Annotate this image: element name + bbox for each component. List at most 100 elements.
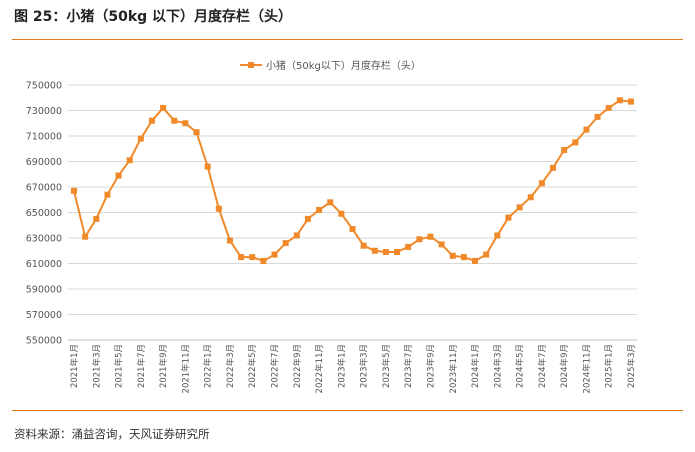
- data-point: [304, 215, 311, 222]
- data-point: [438, 241, 445, 248]
- data-point: [182, 120, 189, 127]
- x-axis: 2021年1月 2021年3月 2021年5月 2021年7月 2021年9月 2021年…: [68, 339, 637, 393]
- data-point: [160, 104, 167, 111]
- x-tick-label: 2022年1月: [203, 344, 214, 388]
- data-point: [148, 117, 155, 124]
- data-point: [360, 242, 367, 249]
- data-point: [594, 113, 601, 120]
- data-point: [505, 214, 512, 221]
- y-tick-label: 650000: [26, 208, 62, 219]
- data-point: [405, 243, 412, 250]
- data-point: [226, 237, 233, 244]
- x-tick-label: 2024年1月: [470, 344, 481, 388]
- x-tick-label: 2024年5月: [515, 344, 526, 388]
- y-tick-label: 670000: [26, 183, 62, 194]
- x-tick-label: 2023年5月: [381, 344, 392, 388]
- data-point: [483, 251, 490, 258]
- data-point: [561, 147, 568, 154]
- y-axis: 750000 730000 710000 690000 670000 650000 6300…: [26, 81, 62, 347]
- data-point: [316, 206, 323, 213]
- x-tick-label: 2021年9月: [158, 344, 169, 388]
- data-point: [137, 135, 144, 142]
- data-point: [193, 129, 200, 136]
- x-tick-label: 2021年3月: [91, 344, 102, 388]
- data-point: [349, 226, 356, 233]
- data-point: [583, 126, 590, 133]
- data-point: [93, 215, 100, 222]
- data-point: [71, 187, 77, 194]
- x-tick-label: 2022年3月: [225, 344, 236, 388]
- x-tick-label: 2021年11月: [180, 344, 191, 393]
- figure-title: 图 25：小猪（50kg 以下）月度存栏（头）: [14, 9, 293, 25]
- x-tick-label: 2024年3月: [492, 344, 503, 388]
- data-point: [371, 247, 378, 254]
- y-tick-label: 570000: [26, 310, 62, 321]
- data-point: [382, 249, 389, 256]
- data-point: [82, 233, 89, 240]
- data-point: [204, 163, 211, 170]
- x-tick-label: 2021年5月: [114, 344, 125, 388]
- data-point: [115, 172, 122, 179]
- data-point: [282, 240, 289, 247]
- data-point: [126, 157, 133, 164]
- data-point: [494, 232, 501, 239]
- y-tick-label: 690000: [26, 157, 62, 168]
- y-tick-label: 730000: [26, 106, 62, 117]
- data-point: [249, 254, 256, 261]
- y-tick-label: 750000: [26, 81, 62, 92]
- x-tick-label: 2024年7月: [537, 344, 548, 388]
- data-point: [572, 139, 579, 146]
- data-point: [605, 104, 612, 111]
- y-tick-label: 710000: [26, 132, 62, 143]
- data-point: [338, 210, 345, 217]
- x-tick-label: 2023年11月: [448, 344, 459, 393]
- data-point: [472, 257, 479, 264]
- data-point: [460, 254, 467, 261]
- data-point: [628, 98, 634, 105]
- data-point: [104, 191, 111, 198]
- data-point: [260, 257, 267, 264]
- data-point: [394, 249, 401, 256]
- data-point: [427, 233, 434, 240]
- x-tick-label: 2023年9月: [425, 344, 436, 388]
- data-point: [449, 252, 456, 259]
- x-tick-label: 2025年1月: [604, 344, 615, 388]
- y-tick-label: 630000: [26, 234, 62, 245]
- x-tick-label: 2021年1月: [69, 344, 80, 388]
- x-tick-label: 2024年9月: [559, 344, 570, 388]
- data-point: [293, 232, 300, 239]
- data-point: [271, 251, 278, 258]
- legend-marker-swatch: [248, 62, 254, 68]
- chart-legend: 小猪（50kg以下）月度存栏（头）: [240, 59, 421, 72]
- bottom-divider: [12, 410, 683, 411]
- legend-label: 小猪（50kg以下）月度存栏（头）: [266, 59, 421, 72]
- x-tick-label: 2022年11月: [314, 344, 325, 393]
- x-tick-label: 2022年5月: [247, 344, 258, 388]
- data-point: [416, 236, 423, 243]
- source-note: 资料来源：涌益咨询，天风证券研究所: [14, 427, 210, 441]
- x-tick-label: 2023年3月: [359, 344, 370, 388]
- top-divider: [12, 39, 683, 40]
- data-point: [527, 194, 534, 201]
- data-point: [327, 199, 334, 206]
- data-point: [238, 254, 245, 261]
- x-tick-label: 2023年1月: [336, 344, 347, 388]
- y-tick-label: 590000: [26, 285, 62, 296]
- x-tick-label: 2021年7月: [136, 344, 147, 388]
- data-point: [550, 164, 557, 171]
- data-point: [215, 205, 222, 212]
- x-tick-label: 2022年9月: [292, 344, 303, 388]
- y-tick-label: 550000: [26, 336, 62, 347]
- x-tick-label: 2022年7月: [270, 344, 281, 388]
- x-tick-label: 2023年7月: [403, 344, 414, 388]
- series-line: [73, 99, 632, 263]
- data-point: [171, 117, 178, 124]
- x-tick-label: 2025年3月: [626, 344, 637, 388]
- data-point: [616, 97, 623, 104]
- series-plot: [71, 97, 634, 264]
- data-point: [516, 204, 523, 211]
- data-point: [538, 180, 545, 187]
- y-tick-label: 610000: [26, 259, 62, 270]
- x-tick-label: 2024年11月: [581, 344, 592, 393]
